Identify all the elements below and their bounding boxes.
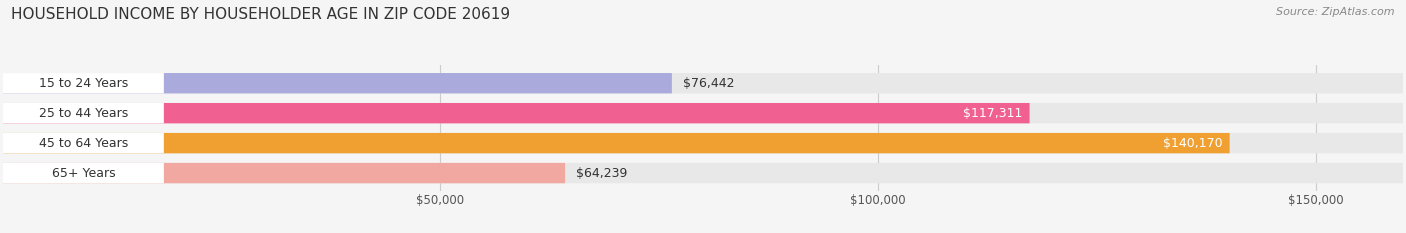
Text: $117,311: $117,311 xyxy=(963,107,1022,120)
Text: $64,239: $64,239 xyxy=(576,167,627,180)
FancyBboxPatch shape xyxy=(3,73,165,93)
FancyBboxPatch shape xyxy=(3,103,1403,123)
FancyBboxPatch shape xyxy=(3,163,165,183)
Text: 45 to 64 Years: 45 to 64 Years xyxy=(39,137,128,150)
Text: 15 to 24 Years: 15 to 24 Years xyxy=(39,77,128,90)
FancyBboxPatch shape xyxy=(3,133,1230,153)
FancyBboxPatch shape xyxy=(3,103,1029,123)
FancyBboxPatch shape xyxy=(3,133,165,153)
FancyBboxPatch shape xyxy=(3,103,165,123)
Text: 25 to 44 Years: 25 to 44 Years xyxy=(39,107,128,120)
Text: HOUSEHOLD INCOME BY HOUSEHOLDER AGE IN ZIP CODE 20619: HOUSEHOLD INCOME BY HOUSEHOLDER AGE IN Z… xyxy=(11,7,510,22)
FancyBboxPatch shape xyxy=(3,73,1403,93)
FancyBboxPatch shape xyxy=(3,163,1403,183)
Text: Source: ZipAtlas.com: Source: ZipAtlas.com xyxy=(1277,7,1395,17)
Text: 65+ Years: 65+ Years xyxy=(52,167,115,180)
FancyBboxPatch shape xyxy=(3,133,1403,153)
Text: $76,442: $76,442 xyxy=(683,77,734,90)
FancyBboxPatch shape xyxy=(3,73,672,93)
FancyBboxPatch shape xyxy=(3,163,565,183)
Text: $140,170: $140,170 xyxy=(1163,137,1223,150)
